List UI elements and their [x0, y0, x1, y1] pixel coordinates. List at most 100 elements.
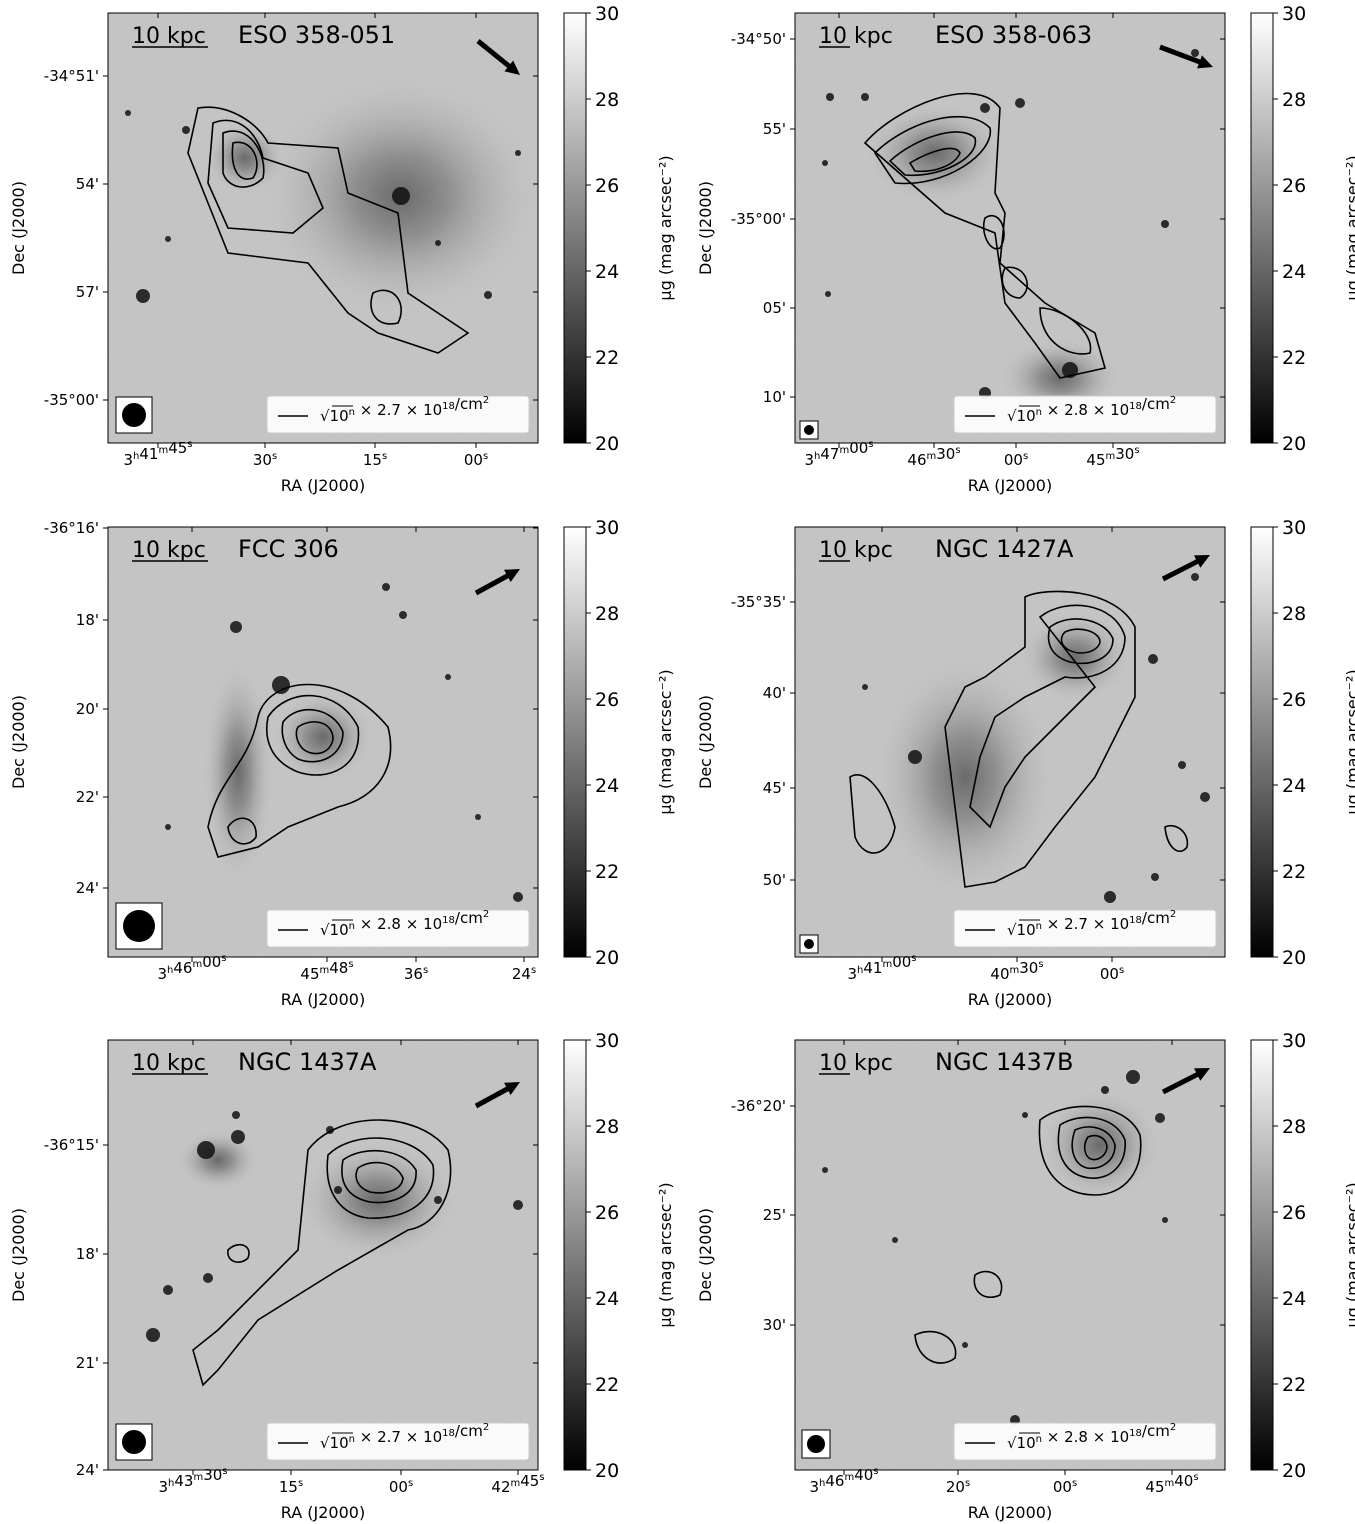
star — [862, 684, 868, 690]
ytick-label: 20' — [76, 700, 99, 718]
xtick-unit: s — [868, 439, 873, 450]
star — [399, 611, 407, 619]
contour-line — [1038, 1105, 1142, 1196]
ytick-label: 45' — [763, 779, 786, 797]
colorbar-tick-label: 28 — [1282, 603, 1306, 625]
xtick-unit: s — [221, 953, 226, 964]
legend-text: √10n × 2.7 × 1018/cm2 — [320, 395, 489, 425]
xtick-unit: s — [187, 439, 192, 450]
xtick-label: 3h46m40s — [809, 1466, 878, 1496]
star — [163, 1285, 173, 1295]
legend-part: × 10 — [1088, 1428, 1129, 1446]
ytick-label: -34°50' — [731, 30, 786, 48]
legend-part: × — [355, 1428, 377, 1446]
galaxy-title: FCC 306 — [238, 535, 339, 563]
colorbar-tick-label: 24 — [595, 1288, 619, 1310]
beam-icon — [123, 910, 155, 942]
star — [822, 1167, 828, 1173]
colorbar-label: μg (mag arcsec⁻²) — [656, 1182, 675, 1327]
hi-contours — [187, 106, 470, 354]
star — [165, 824, 171, 830]
star — [334, 1186, 342, 1194]
ytick-label: 54' — [76, 175, 99, 193]
xtick-unit: m — [158, 445, 168, 456]
colorbar-tick-label: 30 — [595, 3, 619, 25]
galaxy-glow — [865, 103, 1005, 203]
galaxy-title: NGC 1437A — [238, 1048, 377, 1076]
xtick-value: 46 — [825, 1472, 844, 1490]
star — [513, 1200, 523, 1210]
galaxy-title: NGC 1437B — [935, 1048, 1073, 1076]
xtick-unit: s — [348, 959, 353, 970]
legend-part: 2.8 — [377, 915, 401, 933]
legend-part: × 10 — [401, 401, 442, 419]
colorbar-tick-label: 22 — [595, 861, 619, 883]
xtick-value: 00 — [202, 953, 221, 971]
contour-line — [1039, 307, 1092, 355]
star — [125, 110, 131, 116]
xtick-unit: m — [320, 965, 330, 976]
star — [1148, 654, 1158, 664]
legend-part: √10 — [1007, 921, 1036, 939]
xtick-label: 40m30s — [990, 959, 1043, 983]
colorbar-tick-label: 28 — [1282, 89, 1306, 111]
xtick-value: 45 — [300, 965, 319, 983]
ytick-label: 18' — [76, 1245, 99, 1263]
legend-box — [266, 395, 530, 434]
star — [382, 583, 390, 591]
y-axis-label: Dec (J2000) — [696, 181, 715, 275]
xtick-value: 30 — [253, 451, 272, 469]
star — [980, 103, 990, 113]
xtick-unit: m — [1165, 1478, 1175, 1489]
galaxy-glow — [203, 662, 273, 882]
xtick-value: 20 — [946, 1478, 965, 1496]
xtick-unit: m — [511, 1478, 521, 1489]
star — [136, 289, 150, 303]
xtick-unit: m — [839, 445, 849, 456]
xtick-value: 15 — [363, 451, 382, 469]
legend-part: × — [1042, 401, 1064, 419]
legend-text: √10n × 2.8 × 1018/cm2 — [1007, 1422, 1176, 1452]
colorbar-tick-label: 20 — [595, 1460, 619, 1482]
xtick-unit: h — [168, 1478, 174, 1489]
star — [146, 1328, 160, 1342]
star — [475, 814, 481, 820]
xtick-value: 40 — [854, 1466, 873, 1484]
ytick-label: 21' — [76, 1354, 99, 1372]
ytick-label: 30' — [763, 1316, 786, 1334]
xtick-unit: s — [531, 965, 536, 976]
star — [1062, 362, 1078, 378]
contour-line — [1060, 628, 1101, 654]
colorbar-tick-label: 30 — [1282, 1030, 1306, 1052]
legend-text: √10n × 2.8 × 1018/cm2 — [1007, 395, 1176, 425]
panel: 10 kpc ESO 358-051 √10n × 2.7 × 1018/cm2 -3… — [9, 3, 675, 495]
contour-line — [982, 215, 1005, 250]
legend-sup: n — [1036, 921, 1042, 932]
xtick-value: 45 — [168, 439, 187, 457]
xtick-value: 3 — [847, 965, 857, 983]
legend-part: √10 — [1007, 1434, 1036, 1452]
legend-box — [953, 395, 1217, 434]
star — [1178, 761, 1186, 769]
y-axis-label: Dec (J2000) — [9, 1208, 28, 1302]
contour-line — [326, 1137, 435, 1219]
xtick-unit: m — [927, 451, 937, 462]
contour-line — [1047, 618, 1114, 664]
xtick-label: 36s — [404, 965, 428, 983]
panel: 10 kpc NGC 1437B √10n × 2.8 × 1018/cm2 -36°… — [696, 1030, 1355, 1522]
xtick-unit: s — [539, 1472, 544, 1483]
x-axis-label: RA (J2000) — [968, 1503, 1052, 1522]
colorbar-tick-label: 22 — [1282, 861, 1306, 883]
legend-text: √10n × 2.7 × 1018/cm2 — [320, 1422, 489, 1452]
colorbar-tick-label: 22 — [1282, 347, 1306, 369]
star — [962, 1342, 968, 1348]
colorbar: 20 22 24 26 28 30 μg (mag arcsec⁻²) — [1250, 1030, 1355, 1482]
colorbar-label: μg (mag arcsec⁻²) — [1343, 669, 1355, 814]
xtick-value: 00 — [1100, 965, 1119, 983]
xtick-unit: s — [911, 953, 916, 964]
legend-sup: n — [349, 407, 355, 418]
colorbar-tick-label: 28 — [595, 603, 619, 625]
galaxy-title: ESO 358-063 — [935, 21, 1092, 49]
ytick-label: -35°35' — [731, 593, 786, 611]
colorbar-tick-label: 26 — [1282, 689, 1306, 711]
